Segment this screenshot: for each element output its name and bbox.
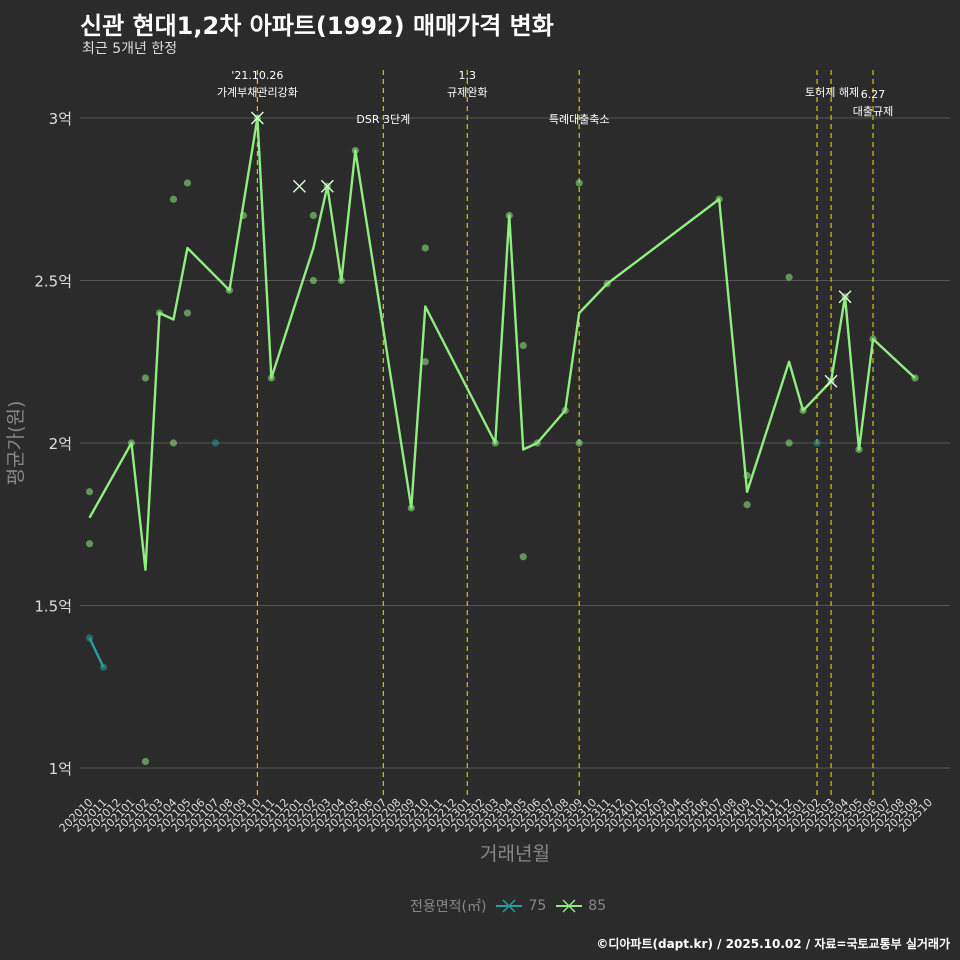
data-point-85 [855,445,863,454]
data-point-85 [561,406,569,415]
data-point-85 [785,439,793,447]
data-point-85 [309,211,317,220]
data-point-85 [799,406,807,415]
x-axis-title: 거래년월 [480,843,550,865]
source-caption: ©디아파트(dapt.kr) / 2025.10.02 / 자료=국토교통부 실… [596,937,950,951]
grid-lines [80,117,950,769]
data-point-85 [337,276,345,285]
data-point-85 [169,439,178,447]
data-point-85 [127,439,136,447]
data-point-85 [743,501,751,509]
data-point-75 [85,634,94,642]
event-label-line: 토허제 해제 [805,85,859,99]
event-label-line: '21.10.26 [231,69,283,82]
cross-marker-85 [320,179,334,193]
series-line-85 [88,116,916,571]
legend-item-85: 85 [554,898,606,914]
data-point-85 [575,179,583,187]
y-axis-tick-labels: 1억 1.5억 2억 2.5억 3억 [34,110,72,778]
data-point-85 [519,341,527,350]
y-tick-label: 2억 [49,435,72,453]
chart-subtitle: 최근 5개년 한정 [82,41,178,57]
data-point-85 [407,504,415,512]
event-label-line: 특례대출축소 [549,113,610,126]
event-label: 토허제 해제 [805,85,859,99]
cross-marker-85 [838,290,852,304]
y-tick-label: 2.5억 [34,273,72,291]
data-point-85 [85,540,94,548]
data-point-75 [99,663,108,671]
data-point-85 [421,358,429,366]
legend-symbol-75 [496,899,523,913]
data-point-85 [141,757,150,766]
data-point-85 [183,309,192,317]
event-label-line: 규제완화 [447,86,487,99]
cross-marker-85 [824,374,838,388]
data-point-85 [267,374,275,382]
cross-marker-85 [292,179,306,193]
event-label: 6.27 대출규제 [853,88,893,118]
legend-symbol-85 [556,899,583,913]
data-point-75 [813,439,821,447]
x-axis-tick-labels: 2020102020112020122021012021022021032021… [57,796,935,835]
event-label: '21.10.26 가계부채관리강화 [217,69,298,99]
event-label-line: 대출규제 [853,105,893,118]
data-point-85 [505,211,513,220]
y-tick-label: 3억 [49,110,72,128]
data-point-85 [309,276,317,285]
y-tick-label: 1.5억 [34,598,72,616]
series-layer [85,111,919,766]
data-point-85 [85,488,94,496]
data-point-85 [743,471,751,480]
data-point-85 [225,286,234,294]
cross-marker-85 [250,111,264,125]
legend-label-75: 75 [528,898,547,914]
chart-title: 신관 현대1,2차 아파트(1992) 매매가격 변화 [80,12,554,40]
event-label: 1.3 규제완화 [447,69,487,99]
data-point-85 [421,244,429,252]
event-label-line: 6.27 [861,88,886,101]
data-point-85 [533,439,541,447]
data-point-85 [169,195,178,203]
data-point-85 [603,280,611,288]
data-point-85 [155,309,164,317]
data-point-85 [351,146,359,155]
legend-item-75: 75 [494,898,546,914]
data-point-85 [575,439,583,447]
data-point-85 [519,553,527,561]
event-label-line: DSR 3단계 [356,113,410,126]
data-point-85 [141,374,150,382]
event-label: DSR 3단계 [356,113,410,126]
data-point-85 [911,374,919,382]
series-line-75 [88,637,105,668]
legend: 전용면적(㎡) 75 85 [410,896,606,916]
event-label-line: 가계부채관리강화 [217,86,298,99]
legend-title: 전용면적(㎡) [410,899,487,915]
data-point-85 [715,195,723,203]
y-axis-title: 평균가(원) [5,401,27,486]
data-point-85 [183,179,192,187]
y-tick-label: 1억 [49,760,72,778]
data-point-75 [211,439,220,447]
event-label-line: 1.3 [459,69,477,82]
data-point-85 [785,273,793,281]
legend-label-85: 85 [588,898,607,914]
data-point-85 [869,335,877,343]
data-point-85 [239,211,248,220]
event-label: 특례대출축소 [549,113,610,126]
data-point-85 [491,439,499,447]
